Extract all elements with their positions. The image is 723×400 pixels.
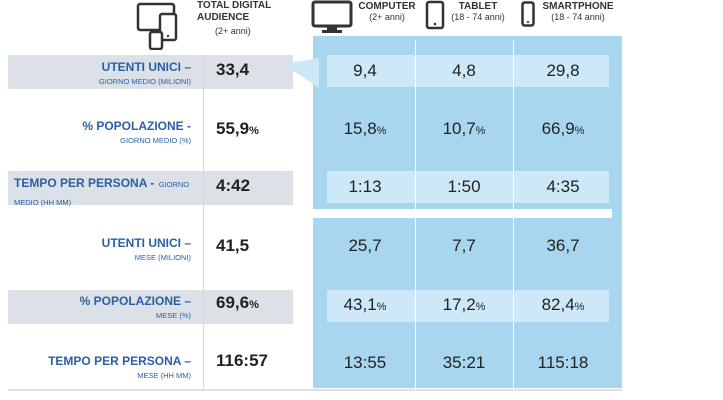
smartphone-value: 29,8 [546, 61, 580, 80]
row-label-main: % POPOLAZIONE – [79, 294, 191, 308]
smartphone-value: 82,4% [541, 295, 585, 314]
smartphone-value: 4:35 [546, 177, 580, 196]
monitor-icon [311, 0, 353, 33]
smartphone-value: 36,7 [546, 236, 580, 255]
total-header-title-1: TOTAL DIGITAL [197, 0, 272, 11]
cell-band [327, 171, 609, 203]
tablet-value: 17,2% [442, 295, 486, 314]
tablet-header-sub: (18 - 74 anni) [451, 12, 505, 22]
total-header-title-2: AUDIENCE [197, 12, 250, 23]
row-band [8, 290, 293, 324]
table-bottom-line [8, 389, 622, 391]
computer-value: 15,8% [343, 119, 387, 138]
smartphone-header-title: SMARTPHONE [542, 1, 614, 12]
total-value: 69,6% [216, 293, 259, 312]
smartphone-value: 66,9% [541, 119, 585, 138]
row-label-main: UTENTI UNICI – [101, 60, 191, 74]
cell-band [327, 55, 609, 87]
row-label-sub: GIORNO MEDIO (HH MM) [14, 180, 190, 207]
row-label-sub: MESE (HH MM) [137, 371, 191, 380]
row-label-sub: GIORNO MEDIO (%) [120, 136, 191, 145]
tablet-value: 7,7 [452, 236, 476, 255]
total-audience-header: TOTAL DIGITAL AUDIENCE (2+ anni) [197, 0, 289, 36]
total-value: 41,5 [216, 236, 250, 255]
computer-value: 1:13 [348, 177, 382, 196]
row-label-main: TEMPO PER PERSONA – [48, 354, 191, 368]
row-label: TEMPO PER PERSONA - GIORNO MEDIO (HH MM) [8, 174, 193, 210]
section-divider [8, 209, 612, 218]
computer-header-title: COMPUTER [358, 1, 416, 12]
row-label: % POPOLAZIONE - GIORNO MEDIO (%) [82, 117, 191, 145]
pointer-arrow [283, 58, 319, 88]
column-separator [203, 55, 204, 390]
computer-value: 25,7 [348, 236, 382, 255]
row-label-sub: MESE (MILIONI) [134, 253, 191, 262]
row-label-main: UTENTI UNICI – [101, 236, 191, 250]
tablet-header: TABLET (18 - 74 anni) [442, 1, 514, 22]
row-label-main: TEMPO PER PERSONA - [14, 176, 155, 190]
computer-header: COMPUTER (2+ anni) [352, 1, 422, 22]
tablet-value: 10,7% [442, 119, 486, 138]
tablet-value: 4,8 [452, 61, 476, 80]
column-separator [415, 40, 416, 390]
row-label: UTENTI UNICI – MESE (MILIONI) [102, 234, 191, 262]
tablet-value: 1:50 [447, 177, 481, 196]
cell-band [327, 290, 609, 322]
smartphone-header-sub: (18 - 74 anni) [551, 12, 605, 22]
tablet-header-title: TABLET [458, 1, 498, 12]
computer-value: 13:55 [343, 353, 387, 372]
smartphone-value: 115:18 [537, 353, 589, 372]
row-band [8, 55, 293, 89]
smartphone-icon [521, 1, 535, 27]
total-value: 116:57 [216, 351, 268, 370]
row-label: UTENTI UNICI – GIORNO MEDIO (MILIONI) [99, 58, 191, 86]
row-label-sub: MESE (%) [155, 311, 191, 320]
tablet-value: 35:21 [442, 353, 486, 372]
total-header-sub: (2+ anni) [215, 26, 251, 36]
row-label-sub: GIORNO MEDIO (MILIONI) [98, 77, 191, 86]
total-value: 4:42 [216, 176, 251, 195]
tablet-icon [425, 0, 445, 30]
multi-device-icon [136, 2, 178, 50]
smartphone-header: SMARTPHONE (18 - 74 anni) [536, 1, 620, 22]
row-band [8, 171, 293, 205]
total-value: 55,9% [216, 119, 259, 138]
row-label-main: % POPOLAZIONE - [82, 119, 191, 133]
computer-value: 43,1% [343, 295, 387, 314]
row-label: % POPOLAZIONE – MESE (%) [80, 292, 191, 320]
column-separator [513, 40, 514, 390]
computer-header-sub: (2+ anni) [369, 12, 405, 22]
computer-value: 9,4 [353, 61, 377, 80]
total-value: 33,4 [216, 60, 250, 79]
row-label: TEMPO PER PERSONA – MESE (HH MM) [48, 352, 191, 380]
